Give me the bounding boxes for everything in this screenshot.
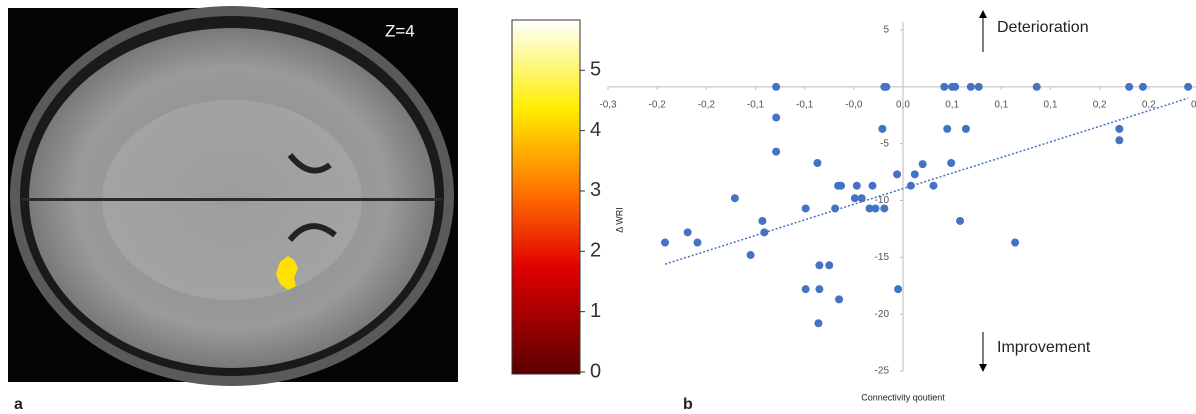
point — [878, 124, 887, 133]
panel-label: b — [683, 396, 693, 413]
x-axis-label: Connectivity qoutient — [861, 392, 945, 402]
annotation: Improvement — [997, 339, 1091, 356]
y-tick-label: -25 — [875, 366, 890, 377]
x-tick-label: 0,1 — [945, 99, 959, 110]
point — [974, 82, 983, 91]
point — [815, 261, 824, 270]
point — [1115, 124, 1124, 133]
point — [880, 204, 889, 213]
y-axis-label: Δ WRI — [614, 207, 624, 233]
x-tick-label: 0,2 — [1142, 99, 1156, 110]
point — [813, 158, 822, 167]
point — [825, 261, 834, 270]
point — [801, 204, 810, 213]
point — [837, 181, 846, 190]
x-tick-label: 0,2 — [1093, 99, 1107, 110]
y-tick-label: -20 — [875, 309, 890, 320]
colorbar-tick-label: 2 — [590, 240, 601, 262]
colorbar-tick-label: 5 — [590, 59, 601, 81]
point — [857, 194, 866, 203]
point — [1011, 238, 1020, 247]
point — [814, 319, 823, 328]
x-tick-label: -0,2 — [649, 99, 667, 110]
point — [882, 82, 891, 91]
x-tick-label: -0,3 — [599, 99, 617, 110]
colorbar — [511, 19, 581, 375]
point — [865, 204, 874, 213]
point — [1032, 82, 1041, 91]
x-tick-label: 0,0 — [896, 99, 910, 110]
activation-blob — [276, 256, 298, 290]
point — [730, 194, 739, 203]
point — [683, 228, 692, 237]
point — [929, 181, 938, 190]
fissure — [22, 198, 442, 201]
y-tick-label: -5 — [880, 138, 889, 149]
point — [693, 238, 702, 247]
ventricles — [287, 153, 337, 242]
point — [758, 216, 767, 225]
x-tick-label: -0,1 — [796, 99, 814, 110]
colorbar-tick-label: 3 — [590, 179, 601, 201]
point — [850, 194, 859, 203]
point — [746, 251, 755, 260]
trendline — [664, 97, 1189, 265]
x-tick-label: -0,1 — [747, 99, 765, 110]
point — [894, 285, 903, 294]
point — [801, 285, 810, 294]
slice-label: Z=4 — [385, 21, 415, 40]
point — [1184, 82, 1193, 91]
colorbar-tick-label: 4 — [590, 119, 601, 141]
x-tick-label: -0,2 — [698, 99, 716, 110]
y-tick-label: -15 — [875, 252, 890, 263]
x-tick-label: -0,0 — [845, 99, 863, 110]
point — [947, 158, 956, 167]
point — [893, 170, 902, 179]
point — [918, 160, 927, 169]
y-tick-label: 5 — [883, 25, 889, 36]
annotation: Deterioration — [997, 19, 1089, 36]
y-tick-label: -10 — [875, 195, 890, 206]
x-tick-label: 0,3 — [1191, 99, 1196, 110]
point — [868, 181, 877, 190]
point — [943, 124, 952, 133]
point — [661, 238, 670, 247]
colorbar-tick-label: 1 — [590, 300, 601, 322]
x-tick-label: 0,1 — [1044, 99, 1058, 110]
point — [951, 82, 960, 91]
point — [940, 82, 949, 91]
point — [871, 204, 880, 213]
point — [760, 228, 769, 237]
point — [835, 295, 844, 304]
colorbar-tick-label: 0 — [590, 360, 601, 382]
point — [772, 113, 781, 122]
x-tick-label: 0,1 — [994, 99, 1008, 110]
point — [831, 204, 840, 213]
point — [906, 181, 915, 190]
point — [1115, 136, 1124, 145]
point — [1125, 82, 1134, 91]
point — [772, 82, 781, 91]
point — [852, 181, 861, 190]
point — [956, 216, 965, 225]
point — [961, 124, 970, 133]
point — [910, 170, 919, 179]
point — [815, 285, 824, 294]
panel-label: a — [14, 396, 23, 413]
point — [1138, 82, 1147, 91]
point — [966, 82, 975, 91]
point — [772, 147, 781, 156]
